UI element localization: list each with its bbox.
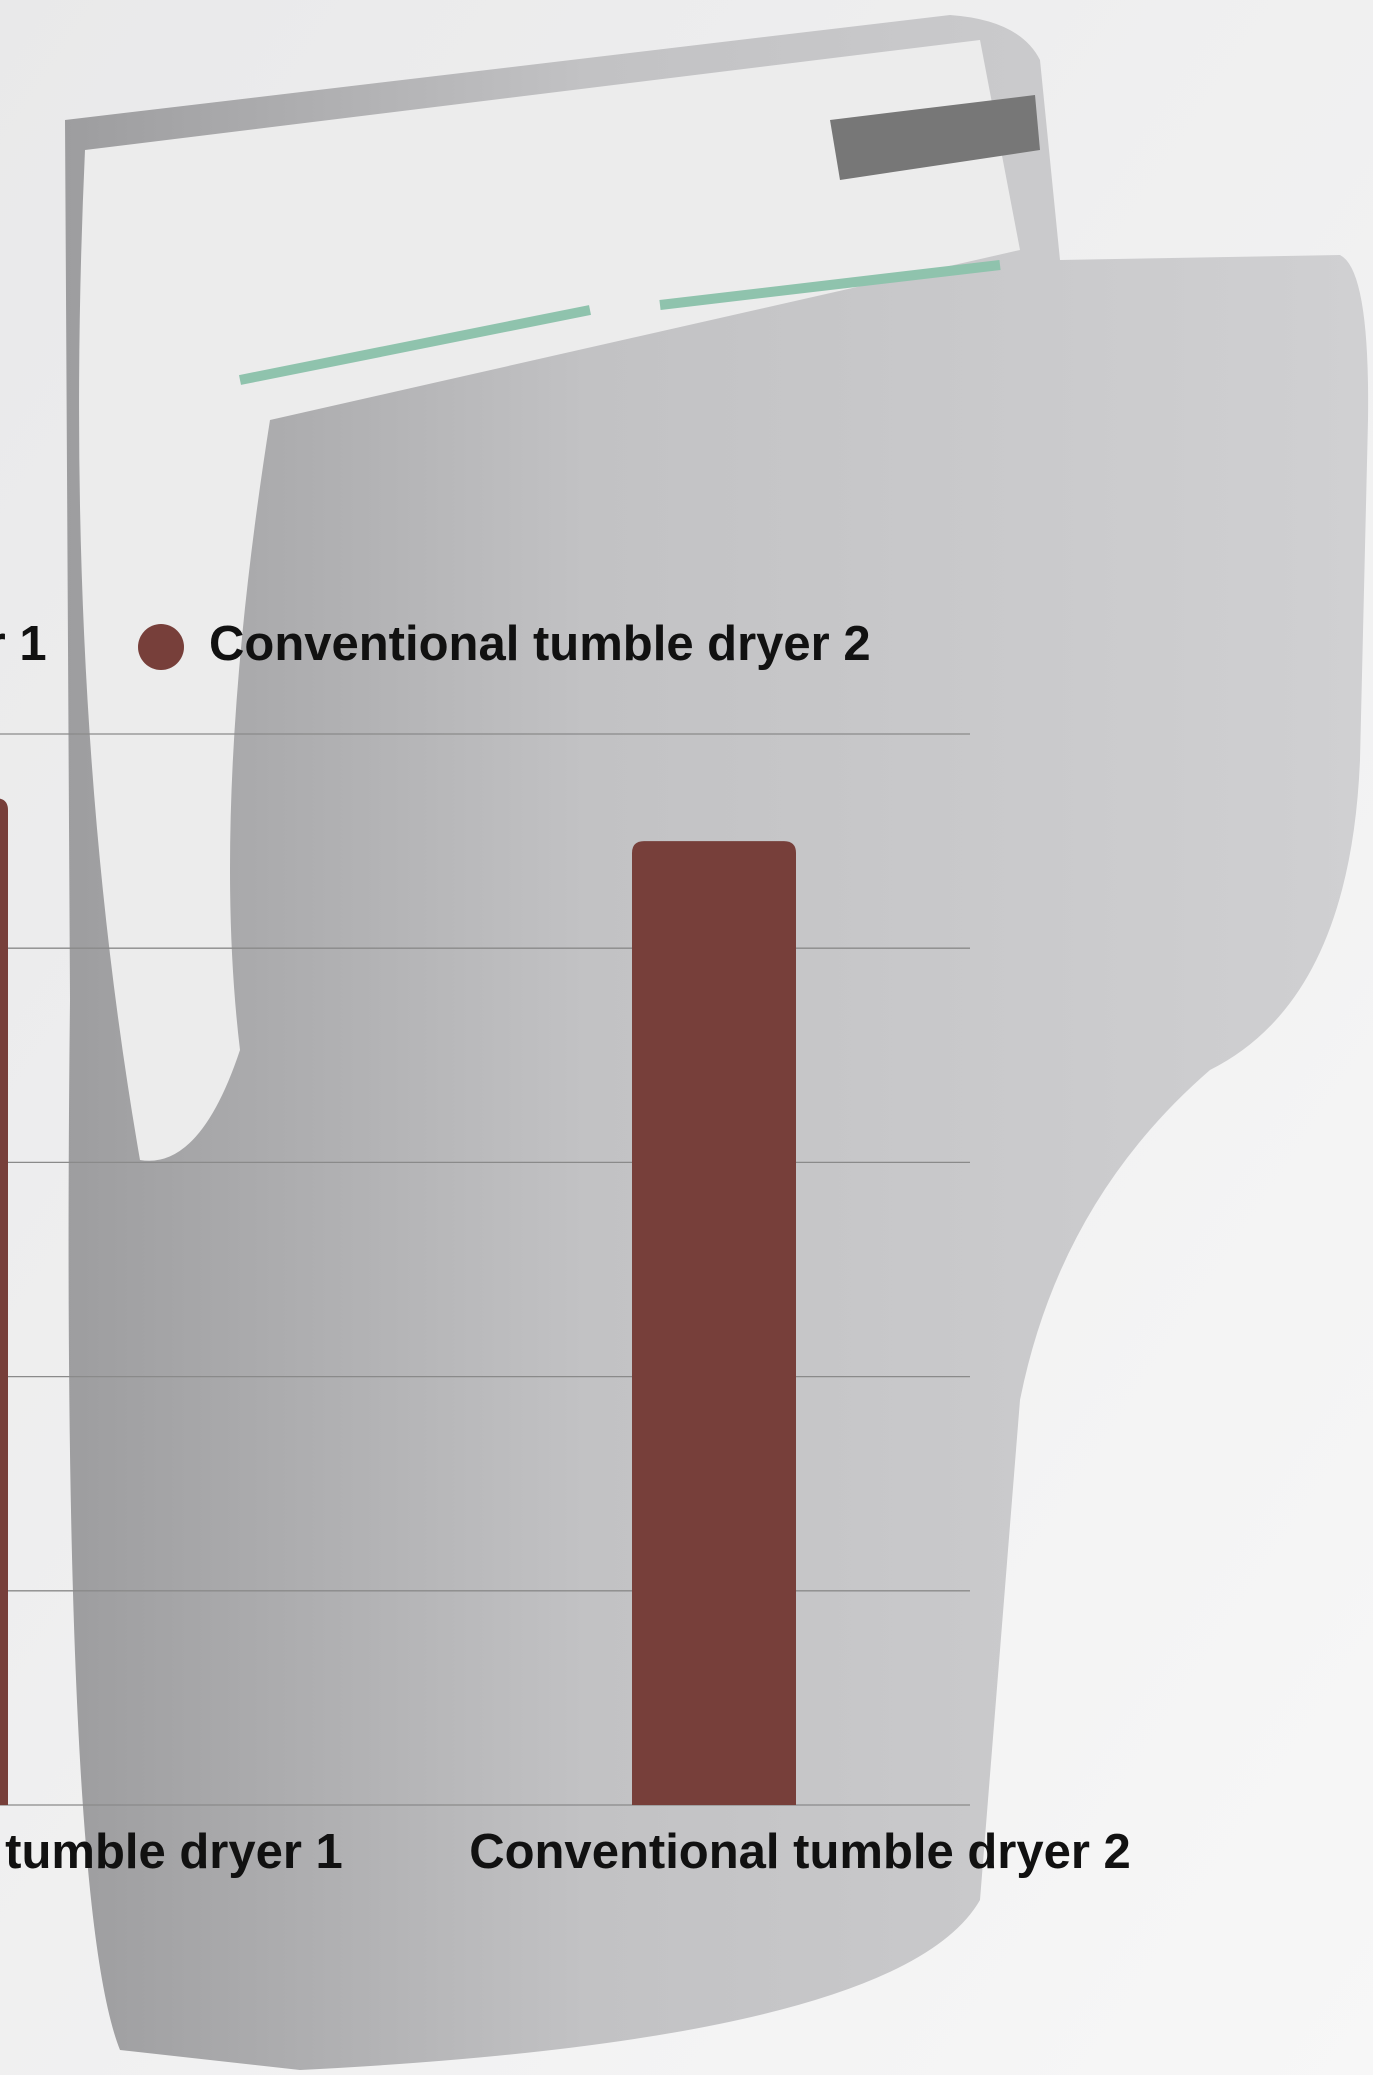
plot: Conventional tumble dryer 1 Conventional … xyxy=(0,617,1131,1879)
dryer-front xyxy=(79,40,1021,1161)
bar xyxy=(632,841,796,1805)
legend-label: Conventional tumble dryer 1 xyxy=(0,617,47,671)
bar xyxy=(0,798,8,1805)
x-tick-label: Conventional tumble dryer 2 xyxy=(469,1825,1131,1879)
dryer-vent xyxy=(239,260,1001,385)
dryer-panel xyxy=(830,95,1040,180)
legend-marker xyxy=(138,624,184,670)
legend-label: Conventional tumble dryer 2 xyxy=(209,617,871,671)
x-tick-label: Conventional tumble dryer 1 xyxy=(0,1825,343,1879)
